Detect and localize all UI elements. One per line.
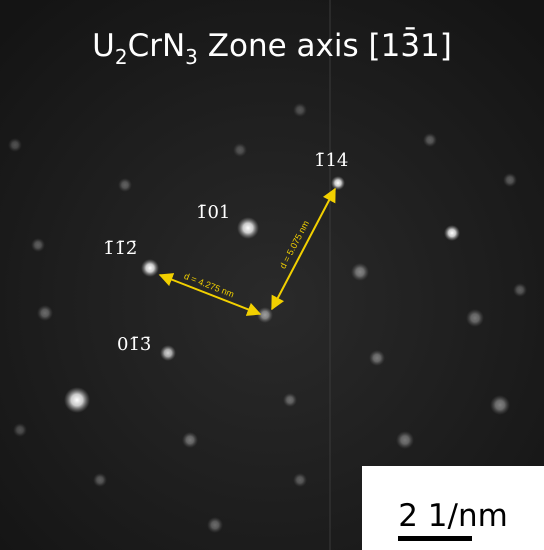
miller-label: 01̄3̄ bbox=[117, 334, 151, 355]
title: U2CrN3 Zone axis [13̄1] bbox=[92, 27, 452, 69]
diffraction-spot bbox=[237, 217, 259, 239]
diffraction-spot bbox=[283, 393, 297, 407]
miller-label: 1̄01 bbox=[196, 202, 230, 223]
diffraction-spot bbox=[257, 307, 273, 323]
diffraction-spot bbox=[423, 133, 437, 147]
title-part: U bbox=[92, 28, 115, 64]
diffraction-spot bbox=[160, 345, 176, 361]
diffraction-spot bbox=[490, 395, 510, 415]
diffraction-spot bbox=[444, 225, 460, 241]
diffraction-spot bbox=[207, 517, 223, 533]
diffraction-spot bbox=[13, 423, 27, 437]
diffraction-spot bbox=[64, 387, 90, 413]
diffraction-spot bbox=[513, 283, 527, 297]
diffraction-spot bbox=[233, 143, 247, 157]
diffraction-spot bbox=[293, 103, 307, 117]
title-part: Zone axis [13̄1] bbox=[198, 27, 452, 64]
scale-bar-label: 2 1/nm bbox=[398, 498, 508, 534]
diffraction-spot bbox=[466, 309, 484, 327]
diffraction-spot bbox=[331, 176, 345, 190]
title-part: CrN bbox=[128, 28, 186, 64]
miller-label: 1̄14 bbox=[314, 150, 348, 171]
scale-bar bbox=[398, 536, 472, 541]
diffraction-spot bbox=[8, 138, 22, 152]
diffraction-spot bbox=[396, 431, 414, 449]
title-sub: 2 bbox=[115, 45, 128, 69]
diffraction-spot bbox=[141, 259, 159, 277]
diffraction-spot bbox=[182, 432, 198, 448]
diffraction-spot bbox=[93, 473, 107, 487]
miller-label: 1̄1̄2̄ bbox=[103, 238, 137, 259]
diffraction-spot bbox=[369, 350, 385, 366]
diffraction-spot bbox=[37, 305, 53, 321]
diffraction-spot bbox=[31, 238, 45, 252]
diffraction-spot bbox=[293, 473, 307, 487]
diffraction-spot bbox=[118, 178, 132, 192]
diffraction-image: U2CrN3 Zone axis [13̄1] 1̄14 1̄01 1̄1̄2̄… bbox=[0, 0, 544, 550]
title-sub: 3 bbox=[185, 45, 198, 69]
diffraction-spot bbox=[351, 263, 369, 281]
diffraction-spot bbox=[503, 173, 517, 187]
